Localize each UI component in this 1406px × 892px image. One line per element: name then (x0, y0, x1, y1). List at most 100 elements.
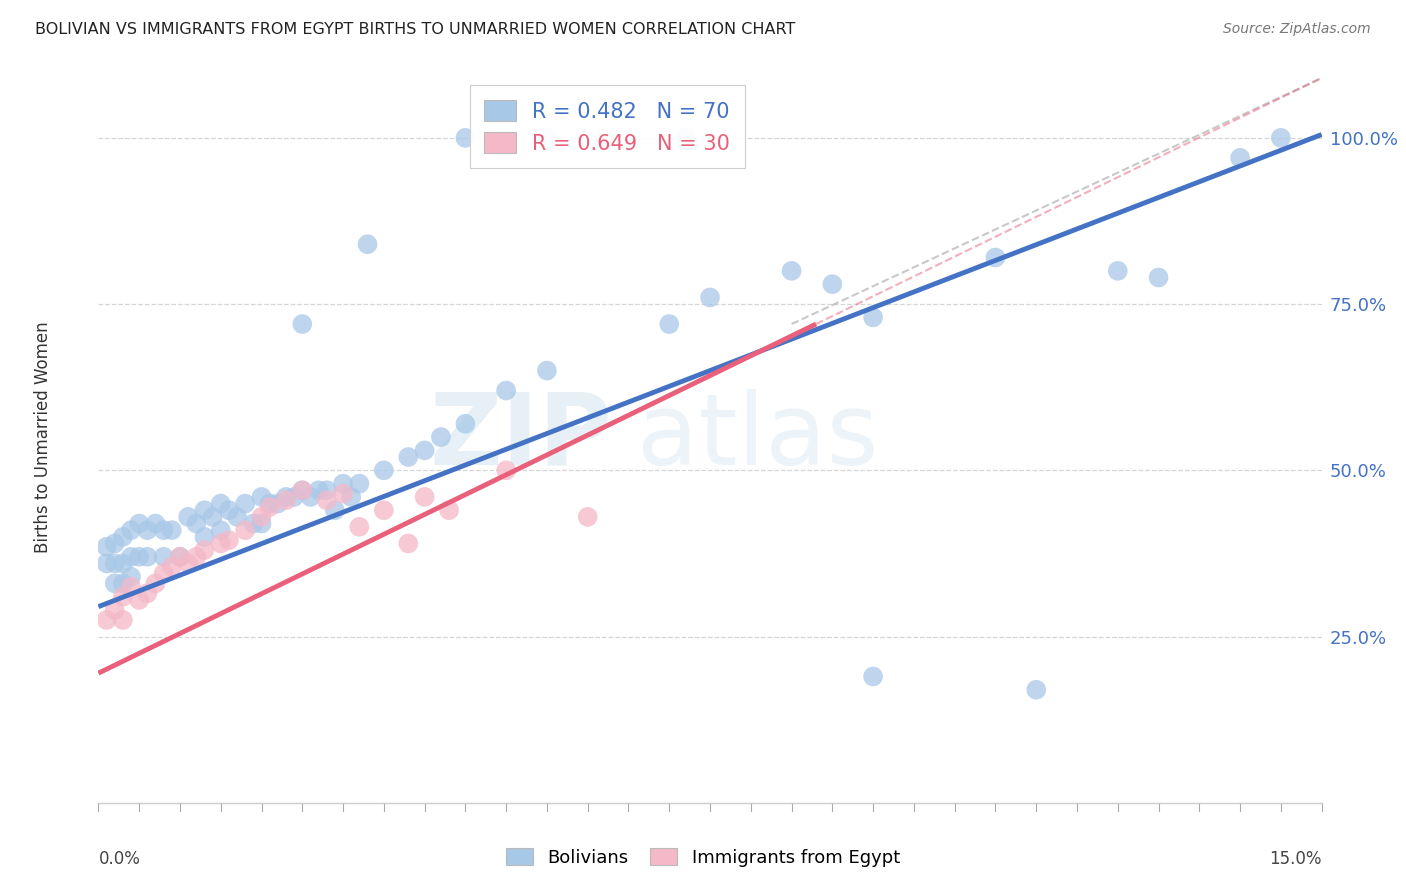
Point (96, 613, 118, 627)
Point (495, 463, 517, 477)
Point (250, 490, 273, 504)
Point (413, 490, 436, 504)
Point (332, 486, 354, 500)
Point (283, 490, 305, 504)
Point (160, 523, 183, 537)
Point (259, 500, 281, 514)
Point (274, 490, 297, 504)
Point (536, 131, 558, 145)
Point (250, 516, 273, 531)
Point (128, 516, 150, 531)
Text: Births to Unmarried Women: Births to Unmarried Women (34, 321, 52, 553)
Point (169, 549, 191, 564)
Point (96, 557, 118, 571)
Point (177, 557, 200, 571)
Point (128, 593, 150, 607)
Point (430, 430, 453, 444)
Point (145, 516, 167, 531)
Point (862, 669, 884, 683)
Point (299, 490, 322, 504)
Text: ZIP: ZIP (429, 389, 612, 485)
Point (104, 576, 127, 591)
Point (218, 533, 240, 548)
Point (593, 131, 616, 145)
Point (291, 317, 314, 331)
Point (454, 131, 477, 145)
Point (315, 493, 337, 508)
Point (104, 536, 127, 550)
Text: 0.0%: 0.0% (98, 850, 141, 868)
Point (169, 549, 191, 564)
Point (862, 310, 884, 325)
Point (160, 559, 183, 574)
Point (128, 549, 150, 564)
Point (218, 503, 240, 517)
Point (152, 566, 174, 581)
Point (111, 530, 134, 544)
Text: BOLIVIAN VS IMMIGRANTS FROM EGYPT BIRTHS TO UNMARRIED WOMEN CORRELATION CHART: BOLIVIAN VS IMMIGRANTS FROM EGYPT BIRTHS… (35, 22, 796, 37)
Point (373, 463, 395, 477)
Point (111, 590, 134, 604)
Point (593, 131, 616, 145)
Point (209, 497, 232, 511)
Point (186, 516, 208, 531)
Point (259, 497, 281, 511)
Point (373, 503, 395, 517)
Text: atlas: atlas (637, 389, 879, 485)
Point (291, 483, 314, 498)
Point (111, 613, 134, 627)
Legend: Bolivians, Immigrants from Egypt: Bolivians, Immigrants from Egypt (499, 841, 907, 874)
Point (120, 549, 142, 564)
Point (340, 490, 363, 504)
Text: 15.0%: 15.0% (1270, 850, 1322, 868)
Point (1229, 151, 1251, 165)
Point (536, 363, 558, 377)
Point (209, 523, 232, 537)
Point (136, 523, 159, 537)
Point (821, 277, 844, 292)
Point (226, 509, 249, 524)
Point (193, 543, 215, 558)
Point (233, 497, 256, 511)
Point (201, 509, 224, 524)
Point (104, 603, 127, 617)
Point (136, 586, 159, 600)
Point (111, 557, 134, 571)
Point (177, 509, 200, 524)
Point (193, 503, 215, 517)
Point (454, 417, 477, 431)
Point (274, 493, 297, 508)
Point (250, 509, 273, 524)
Point (104, 557, 127, 571)
Point (120, 523, 142, 537)
Point (356, 237, 378, 252)
Point (209, 536, 232, 550)
Legend: R = 0.482   N = 70, R = 0.649   N = 30: R = 0.482 N = 70, R = 0.649 N = 30 (470, 86, 745, 169)
Point (349, 476, 371, 491)
Point (413, 443, 436, 458)
Point (152, 549, 174, 564)
Point (349, 520, 371, 534)
Point (495, 384, 517, 398)
Point (658, 317, 681, 331)
Point (308, 483, 330, 498)
Point (323, 503, 346, 517)
Point (699, 290, 721, 304)
Point (242, 516, 264, 531)
Point (332, 476, 354, 491)
Point (120, 570, 142, 584)
Text: Source: ZipAtlas.com: Source: ZipAtlas.com (1223, 22, 1371, 37)
Point (576, 509, 599, 524)
Point (96, 540, 118, 554)
Point (315, 483, 337, 498)
Point (136, 549, 159, 564)
Point (1147, 270, 1170, 285)
Point (120, 580, 142, 594)
Point (1107, 264, 1129, 278)
Point (145, 576, 167, 591)
Point (193, 530, 215, 544)
Point (1270, 131, 1292, 145)
Point (152, 523, 174, 537)
Point (396, 450, 419, 464)
Point (780, 264, 803, 278)
